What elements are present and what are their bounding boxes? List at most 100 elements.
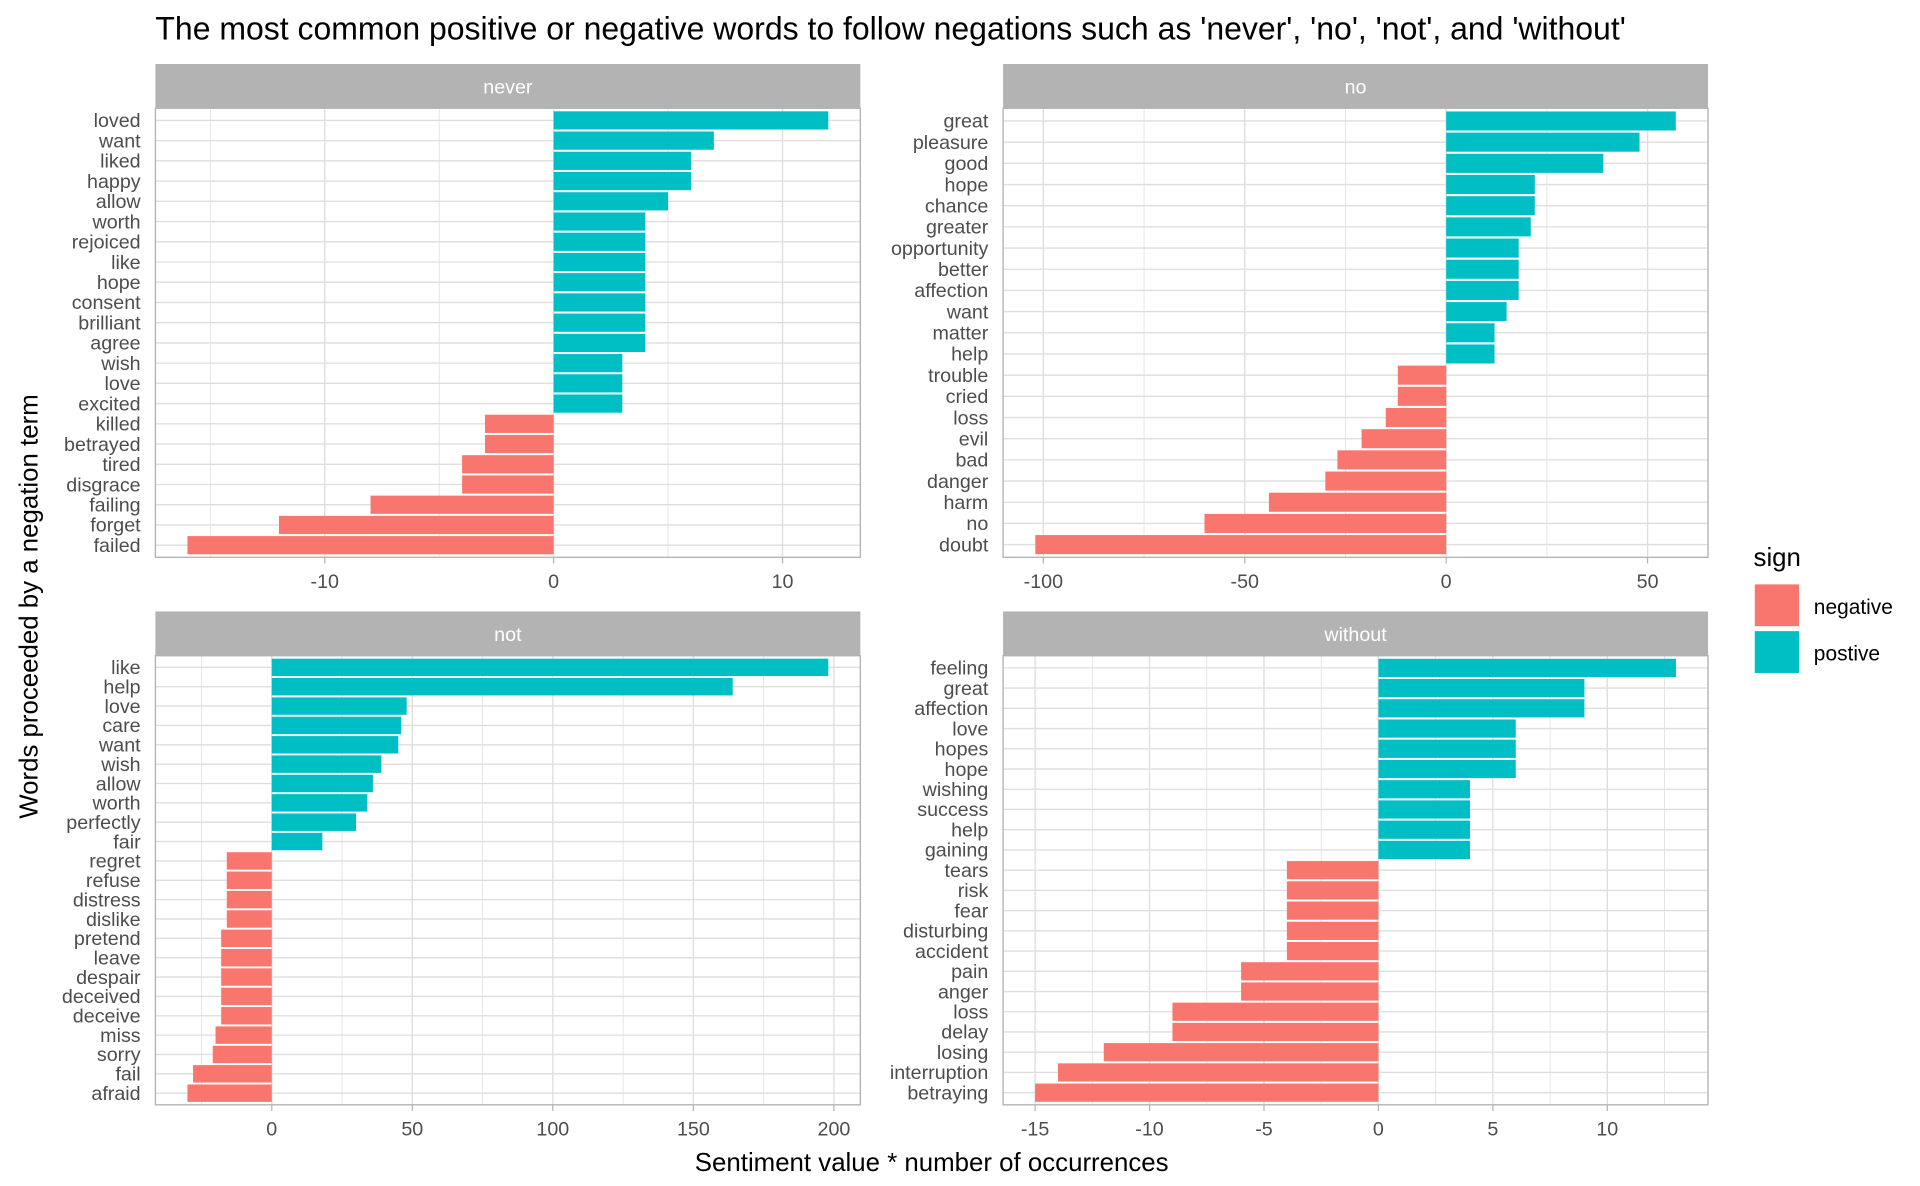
y-tick-label: wish — [100, 353, 140, 375]
y-tick-label: forget — [90, 515, 141, 537]
y-tick-label: bad — [955, 450, 988, 472]
bar-like — [271, 658, 829, 677]
y-tick-label: betrayed — [64, 434, 141, 456]
bar-interruption — [1057, 1063, 1379, 1082]
y-tick-label: like — [111, 657, 141, 679]
y-tick-label: danger — [927, 471, 989, 493]
y-tick-label: failed — [94, 535, 141, 557]
bar-hope — [1446, 174, 1535, 195]
y-tick-label: worth — [92, 793, 141, 815]
y-tick-label: worth — [92, 211, 141, 233]
bar-loss — [1172, 1002, 1379, 1021]
y-tick-label: chance — [925, 195, 988, 217]
bar-care — [271, 716, 402, 735]
y-tick-label: cried — [946, 386, 989, 408]
y-tick-label: care — [102, 715, 140, 737]
bar-regret — [226, 852, 272, 870]
bar-evil — [1361, 429, 1447, 449]
bar-worth — [271, 794, 368, 812]
facet-strip-label: not — [494, 624, 522, 646]
y-tick-label: good — [945, 153, 989, 175]
y-tick-label: deceive — [73, 1006, 141, 1028]
bar-happy — [553, 171, 691, 191]
bar-hope — [553, 273, 646, 292]
y-tick-label: leave — [94, 947, 141, 969]
y-tick-label: pretend — [74, 928, 141, 950]
x-tick-label: 50 — [401, 1119, 423, 1141]
bar-failing — [370, 495, 554, 514]
x-tick-label: -10 — [311, 571, 339, 593]
chart-title: The most common positive or negative wor… — [155, 10, 1625, 46]
bar-refuse — [226, 871, 272, 889]
y-tick-label: fair — [113, 831, 141, 853]
bar-want — [1446, 302, 1507, 322]
bar-failed — [187, 536, 554, 555]
bar-wish — [553, 354, 623, 373]
bar-sorry — [212, 1045, 272, 1064]
bar-help — [271, 678, 733, 696]
bar-brilliant — [553, 313, 646, 332]
y-tick-label: opportunity — [891, 238, 988, 260]
y-tick-label: no — [966, 513, 988, 535]
y-tick-label: anger — [938, 981, 989, 1003]
y-tick-label: interruption — [890, 1062, 988, 1084]
facet-panel-without: without feelinggreataffectionlovehopeshop… — [890, 611, 1709, 1141]
bar-rejoiced — [553, 232, 646, 251]
y-tick-label: love — [952, 718, 988, 740]
bar-affection — [1446, 280, 1519, 300]
y-tick-label: refuse — [86, 870, 141, 892]
bar-anger — [1241, 982, 1379, 1001]
y-tick-label: allow — [96, 191, 142, 213]
y-tick-label: help — [951, 819, 988, 841]
y-tick-label: loss — [953, 1002, 988, 1024]
y-tick-label: affection — [914, 698, 988, 720]
y-tick-label: afraid — [91, 1083, 140, 1105]
bar-distress — [226, 890, 272, 909]
bar-disturbing — [1286, 921, 1379, 940]
x-axis-title: Sentiment value * number of occurrences — [695, 1149, 1169, 1177]
bar-better — [1446, 259, 1519, 279]
bar-gaining — [1378, 840, 1470, 860]
bar-perfectly — [271, 813, 357, 831]
y-tick-label: better — [938, 259, 989, 281]
bar-pretend — [221, 929, 272, 948]
y-tick-label: pain — [951, 961, 988, 983]
y-tick-label: like — [111, 252, 141, 274]
bar-wish — [271, 755, 382, 773]
y-tick-label: hope — [945, 174, 989, 196]
bar-great — [1446, 111, 1676, 131]
y-tick-label: delay — [941, 1022, 988, 1044]
facet-strip — [1003, 63, 1709, 109]
y-tick-label: losing — [937, 1042, 988, 1064]
y-tick-label: matter — [933, 323, 989, 345]
y-tick-label: tired — [102, 454, 140, 476]
x-tick-label: 150 — [677, 1119, 710, 1141]
bar-disgrace — [462, 475, 554, 494]
y-tick-label: excited — [78, 393, 140, 415]
bar-afraid — [187, 1084, 272, 1102]
bar-losing — [1103, 1043, 1379, 1062]
bar-chance — [1446, 196, 1535, 216]
facet-strip — [155, 611, 861, 656]
y-tick-label: want — [98, 735, 141, 757]
y-tick-label: accident — [915, 941, 989, 963]
x-tick-label: -10 — [1135, 1119, 1163, 1141]
bar-pleasure — [1446, 132, 1640, 152]
y-tick-label: despair — [76, 967, 141, 989]
bar-delay — [1172, 1022, 1379, 1042]
bar-trouble — [1397, 365, 1447, 385]
bar-loved — [553, 111, 829, 130]
legend: sign negative postive — [1754, 544, 1893, 673]
y-tick-label: fail — [115, 1064, 140, 1086]
y-axis-title: Words proceeded by a negation term — [15, 394, 43, 819]
facet-panel-not: not likehelplovecarewantwishallowworthper… — [62, 611, 862, 1141]
y-tick-label: allow — [96, 773, 142, 795]
bar-forget — [278, 515, 554, 535]
y-tick-label: fear — [954, 900, 988, 922]
facet-strip-label: without — [1323, 624, 1387, 646]
y-tick-label: affection — [914, 280, 988, 302]
y-tick-label: brilliant — [78, 312, 141, 334]
bar-miss — [215, 1026, 272, 1044]
x-tick-label: 0 — [1373, 1119, 1384, 1141]
bar-hopes — [1378, 739, 1516, 758]
